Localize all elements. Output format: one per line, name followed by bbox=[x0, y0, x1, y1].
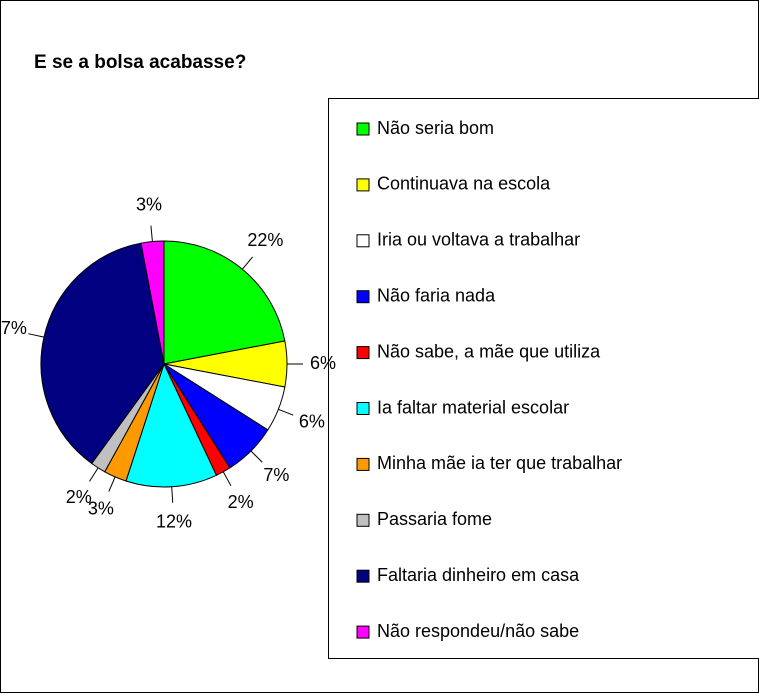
data-label: 37% bbox=[0, 318, 27, 338]
chart-title: E se a bolsa acabasse? bbox=[34, 52, 246, 73]
legend-label: Iria ou voltava a trabalhar bbox=[377, 230, 580, 250]
legend-swatch bbox=[357, 123, 369, 135]
legend-label: Passaria fome bbox=[377, 509, 492, 529]
legend-swatch bbox=[357, 458, 369, 470]
legend-swatch bbox=[357, 179, 369, 191]
legend-label: Não respondeu/não sabe bbox=[377, 621, 579, 641]
legend-label: Continuava na escola bbox=[377, 174, 551, 194]
legend-swatch bbox=[357, 626, 369, 638]
data-label: 12% bbox=[156, 511, 192, 531]
data-label: 2% bbox=[66, 487, 92, 507]
legend-swatch bbox=[357, 235, 369, 247]
legend-label: Não seria bom bbox=[377, 118, 494, 138]
legend-swatch bbox=[357, 514, 369, 526]
legend-label: Não sabe, a mãe que utiliza bbox=[377, 341, 601, 361]
data-label: 6% bbox=[310, 353, 336, 373]
legend-label: Faltaria dinheiro em casa bbox=[377, 565, 580, 585]
legend-swatch bbox=[357, 403, 369, 415]
data-label: 7% bbox=[263, 465, 289, 485]
legend-swatch bbox=[357, 291, 369, 303]
legend-label: Minha mãe ia ter que trabalhar bbox=[377, 453, 622, 473]
data-label: 6% bbox=[299, 411, 325, 431]
data-label: 22% bbox=[247, 230, 283, 250]
data-label: 3% bbox=[136, 194, 162, 214]
data-label: 2% bbox=[228, 492, 254, 512]
legend-label: Ia faltar material escolar bbox=[377, 397, 569, 417]
legend-swatch bbox=[357, 570, 369, 582]
legend-swatch bbox=[357, 347, 369, 359]
legend-label: Não faria nada bbox=[377, 285, 496, 305]
